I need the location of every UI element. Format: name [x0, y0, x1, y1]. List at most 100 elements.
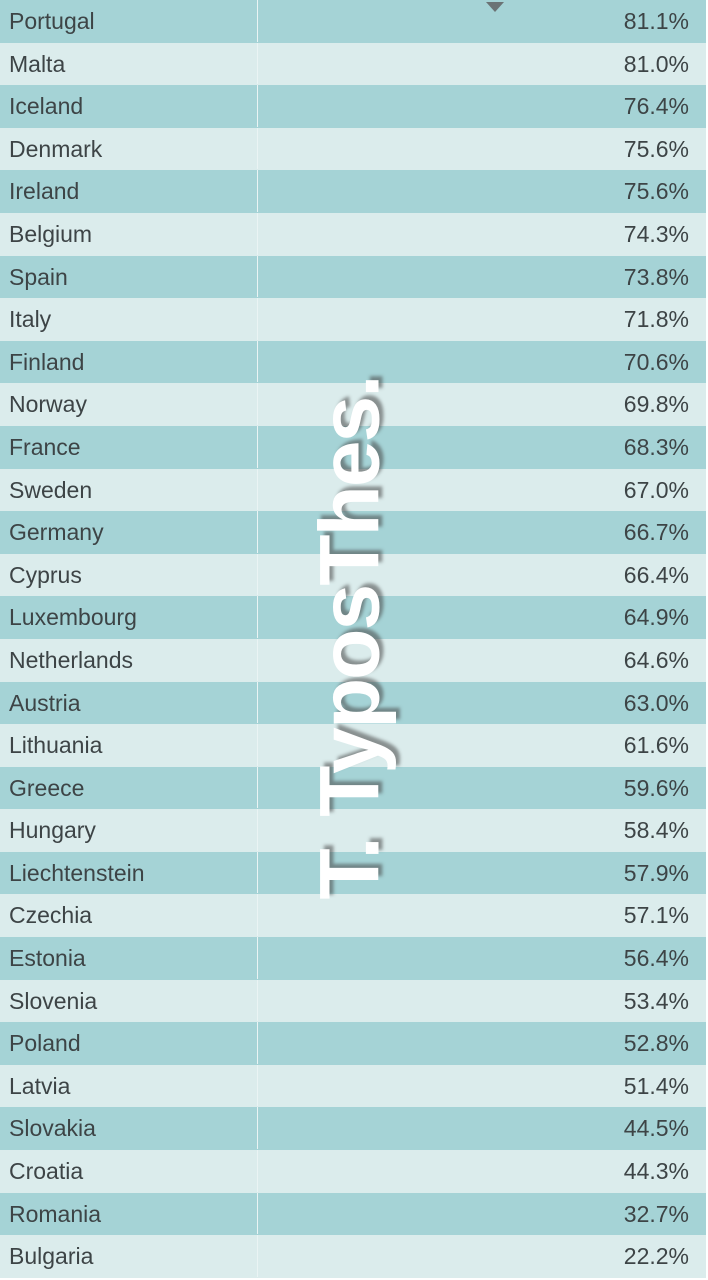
column-divider — [257, 1150, 258, 1192]
percentage-value: 81.1% — [623, 8, 689, 34]
table-row: Greece 59.6% — [0, 766, 706, 810]
percentage-value: 52.8% — [623, 1030, 689, 1057]
column-divider — [257, 766, 258, 809]
table-row: Belgium 74.3% — [0, 212, 706, 256]
column-divider — [257, 1235, 258, 1277]
country-name: Denmark — [9, 135, 103, 162]
country-name: Malta — [9, 50, 66, 77]
table-row: Luxembourg 64.9% — [0, 596, 706, 639]
column-divider — [257, 553, 258, 596]
column-divider — [257, 1107, 258, 1150]
percentage-value: 73.8% — [623, 263, 689, 290]
table-row: Croatia 44.3% — [0, 1150, 706, 1193]
table-row: Finland 70.6% — [0, 340, 706, 384]
country-name: Germany — [9, 519, 104, 546]
percentage-value: 59.6% — [623, 774, 689, 801]
percentage-value: 81.0% — [623, 50, 689, 77]
table-row: Italy 71.8% — [0, 298, 706, 341]
country-name: Romania — [9, 1200, 102, 1227]
table-row: Czechia 57.1% — [0, 894, 706, 938]
column-divider — [257, 511, 258, 553]
percentage-value: 70.6% — [623, 348, 689, 375]
column-divider — [257, 85, 258, 127]
percentage-value: 53.4% — [623, 987, 689, 1014]
percentage-value: 68.3% — [623, 433, 689, 460]
country-name: Luxembourg — [9, 604, 137, 631]
table-row: Lithuania 61.6% — [0, 724, 706, 767]
country-name: Slovenia — [9, 987, 98, 1014]
table-row: Norway 69.8% — [0, 383, 706, 426]
table-row: Netherlands 64.6% — [0, 638, 706, 682]
column-divider — [257, 638, 258, 681]
table-row: Hungary 58.4% — [0, 809, 706, 852]
country-name: Finland — [9, 348, 85, 375]
sort-arrow[interactable] — [486, 2, 504, 12]
country-name: Croatia — [9, 1158, 84, 1185]
table-row: Poland 52.8% — [0, 1022, 706, 1065]
country-name: Latvia — [9, 1072, 71, 1099]
column-divider — [257, 1192, 258, 1235]
percentage-value: 66.4% — [623, 561, 689, 588]
percentage-value: 51.4% — [623, 1072, 689, 1099]
column-divider — [257, 894, 258, 937]
percentage-value: 44.5% — [623, 1115, 689, 1142]
percentage-value: 75.6% — [623, 178, 689, 205]
column-divider — [257, 0, 258, 42]
column-divider — [257, 596, 258, 638]
percentage-value: 76.4% — [623, 93, 689, 120]
column-divider — [257, 340, 258, 383]
percentage-value: 57.9% — [623, 859, 689, 886]
country-name: Liechtenstein — [9, 859, 145, 886]
country-name: Greece — [9, 774, 85, 801]
country-name: Sweden — [9, 476, 93, 503]
column-divider — [257, 170, 258, 212]
percentage-value: 61.6% — [623, 732, 689, 759]
table-row: Bulgaria 22.2% — [0, 1235, 706, 1278]
column-divider — [257, 127, 258, 170]
percentage-value: 58.4% — [623, 817, 689, 844]
percentage-value: 67.0% — [623, 476, 689, 503]
table-row: France 68.3% — [0, 425, 706, 469]
column-divider — [257, 1022, 258, 1064]
table-row: Romania 32.7% — [0, 1192, 706, 1236]
percentage-value: 44.3% — [623, 1158, 689, 1185]
country-name: Belgium — [9, 220, 93, 247]
table-row: Sweden 67.0% — [0, 468, 706, 512]
column-divider — [257, 298, 258, 340]
country-name: Netherlands — [9, 646, 134, 673]
country-name: Cyprus — [9, 561, 82, 588]
country-name: Bulgaria — [9, 1243, 94, 1270]
column-divider — [257, 979, 258, 1022]
watermark: T. TyposThes. — [302, 376, 397, 900]
percentage-value: 66.7% — [623, 519, 689, 546]
country-name: Slovakia — [9, 1115, 96, 1142]
percentage-value: 32.7% — [623, 1200, 689, 1227]
column-divider — [257, 468, 258, 511]
country-name: Italy — [9, 306, 52, 333]
percentage-value: 71.8% — [623, 306, 689, 333]
percentage-value: 75.6% — [623, 135, 689, 162]
column-divider — [257, 383, 258, 425]
country-name: Spain — [9, 263, 68, 290]
column-divider — [257, 724, 258, 766]
percentage-value: 74.3% — [623, 220, 689, 247]
table-row: Malta 81.0% — [0, 42, 706, 86]
table-row: Portugal 81.1% — [0, 0, 706, 43]
column-divider — [257, 809, 258, 851]
country-name: France — [9, 433, 81, 460]
country-name: Iceland — [9, 93, 84, 120]
country-name: Czechia — [9, 902, 93, 929]
percentage-value: 64.9% — [623, 604, 689, 631]
table-row: Austria 63.0% — [0, 681, 706, 725]
column-divider — [257, 212, 258, 255]
country-name: Austria — [9, 689, 81, 716]
country-name: Poland — [9, 1030, 81, 1057]
country-name: Lithuania — [9, 732, 103, 759]
percentage-value: 69.8% — [623, 391, 689, 418]
column-divider — [257, 42, 258, 85]
table-row: Denmark 75.6% — [0, 127, 706, 171]
table-row: Ireland 75.6% — [0, 170, 706, 213]
table-row: Slovakia 44.5% — [0, 1107, 706, 1151]
